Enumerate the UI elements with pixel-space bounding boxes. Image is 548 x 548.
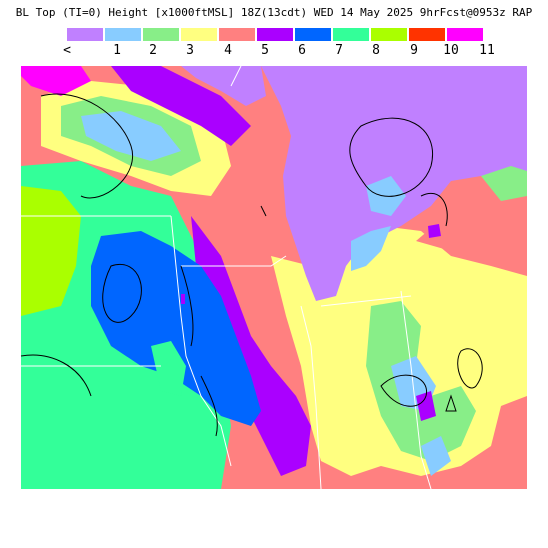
legend-label-5: 5: [261, 43, 269, 58]
lake-rim-ne: [481, 166, 527, 201]
legend-swatch-1: [105, 28, 141, 41]
field-level-5-blob-w: [181, 294, 185, 304]
contour-lines: [21, 93, 483, 437]
field-level-5-ribbon: [191, 216, 311, 476]
field-level-10-north: [21, 66, 91, 96]
lake-rim-east: [351, 226, 391, 271]
legend-label-0: <: [63, 43, 71, 58]
state-boundaries: [21, 66, 432, 489]
field-level-5-blob-se: [416, 391, 436, 421]
forecast-map: [21, 66, 527, 489]
legend-label-9: 9: [410, 43, 418, 58]
field-level-5-north: [111, 66, 251, 146]
field-level-7-intrusion: [151, 341, 186, 396]
legend-label-8: 8: [372, 43, 380, 58]
legend-swatch-5: [257, 28, 293, 41]
field-level-8-west: [21, 186, 81, 316]
field-level-1-se2: [421, 436, 451, 476]
legend-label-2: 2: [149, 43, 157, 58]
field-level-1-north: [81, 111, 181, 161]
map-title: BL Top (TI=0) Height [x1000ftMSL] 18Z(13…: [15, 6, 533, 19]
legend-swatch-3: [181, 28, 217, 41]
legend-swatch-0: [67, 28, 103, 41]
field-level-5-blob-mid: [428, 224, 441, 238]
legend-swatch-8: [371, 28, 407, 41]
legend-label-7: 7: [335, 43, 343, 58]
legend-swatch-2: [143, 28, 179, 41]
legend-label-10: 10: [443, 43, 459, 58]
legend-swatch-9: [409, 28, 445, 41]
field-level-0-north: [181, 66, 266, 106]
legend-label-3: 3: [186, 43, 194, 58]
legend-swatch-7: [333, 28, 369, 41]
legend-swatch-6: [295, 28, 331, 41]
legend-swatch-4: [219, 28, 255, 41]
legend-label-6: 6: [298, 43, 306, 58]
legend-label-11: 11: [479, 43, 495, 58]
legend-label-4: 4: [224, 43, 232, 58]
field-level-6-core: [91, 231, 261, 426]
legend-swatch-10: [447, 28, 483, 41]
legend-label-1: 1: [113, 43, 121, 58]
field-level-4-north: [416, 201, 527, 266]
